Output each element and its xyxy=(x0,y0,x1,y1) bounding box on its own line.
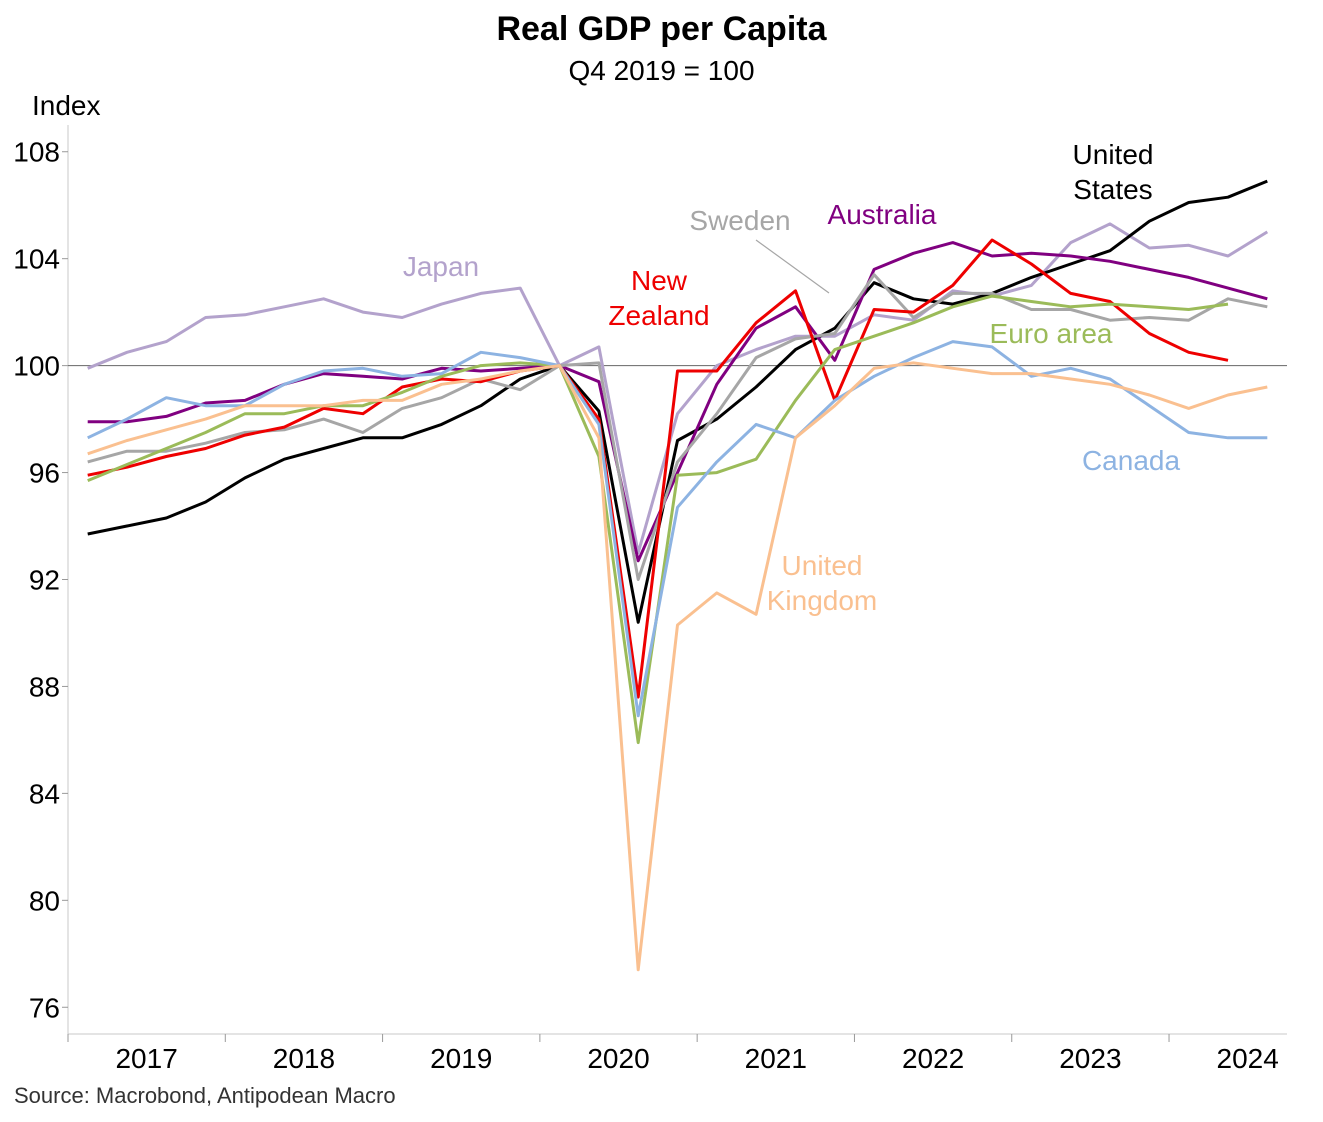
series-label-new-zealand-2: Zealand xyxy=(608,300,709,331)
series-label-united-states-1: United xyxy=(1073,139,1154,170)
y-tick-label-84: 84 xyxy=(29,778,60,809)
y-tick-label-80: 80 xyxy=(29,885,60,916)
y-tick-label-100: 100 xyxy=(13,351,60,382)
chart-subtitle: Q4 2019 = 100 xyxy=(568,55,755,86)
x-tick-label-2017: 2017 xyxy=(115,1043,177,1074)
source-note: Source: Macrobond, Antipodean Macro xyxy=(14,1083,396,1108)
series-line-japan xyxy=(87,222,1269,555)
series-line-sweden xyxy=(87,273,1268,581)
y-tick-label-88: 88 xyxy=(29,671,60,702)
y-tick-label-104: 104 xyxy=(13,244,60,275)
series-label-united-states-2: States xyxy=(1073,174,1152,205)
series-label-united-kingdom-2: Kingdom xyxy=(767,585,878,616)
x-tick-label-2023: 2023 xyxy=(1059,1043,1121,1074)
chart-title: Real GDP per Capita xyxy=(496,10,827,48)
x-tick-label-2021: 2021 xyxy=(745,1043,807,1074)
series-line-united-kingdom xyxy=(87,361,1268,972)
x-tick-label-2022: 2022 xyxy=(902,1043,964,1074)
series-label-japan: Japan xyxy=(403,251,479,282)
series-label-euro-area: Euro area xyxy=(990,318,1113,349)
y-tick-label-76: 76 xyxy=(29,992,60,1023)
y-tick-label-108: 108 xyxy=(13,137,60,168)
series-label-australia: Australia xyxy=(828,199,937,230)
series-label-sweden: Sweden xyxy=(689,205,790,236)
sweden-leader-line xyxy=(755,239,830,294)
y-tick-label-92: 92 xyxy=(29,565,60,596)
series-label-united-kingdom-1: United xyxy=(782,550,863,581)
series-line-canada xyxy=(87,340,1268,718)
series-line-new-zealand xyxy=(87,238,1229,699)
x-tick-label-2020: 2020 xyxy=(587,1043,649,1074)
x-tick-label-2019: 2019 xyxy=(430,1043,492,1074)
x-tick-label-2024: 2024 xyxy=(1217,1043,1279,1074)
series-label-canada: Canada xyxy=(1082,445,1181,476)
y-tick-label-96: 96 xyxy=(29,458,60,489)
series-line-united-states xyxy=(87,179,1268,624)
series-label-new-zealand-1: New xyxy=(631,265,688,296)
y-axis-label: Index xyxy=(32,90,101,121)
x-tick-label-2018: 2018 xyxy=(273,1043,335,1074)
